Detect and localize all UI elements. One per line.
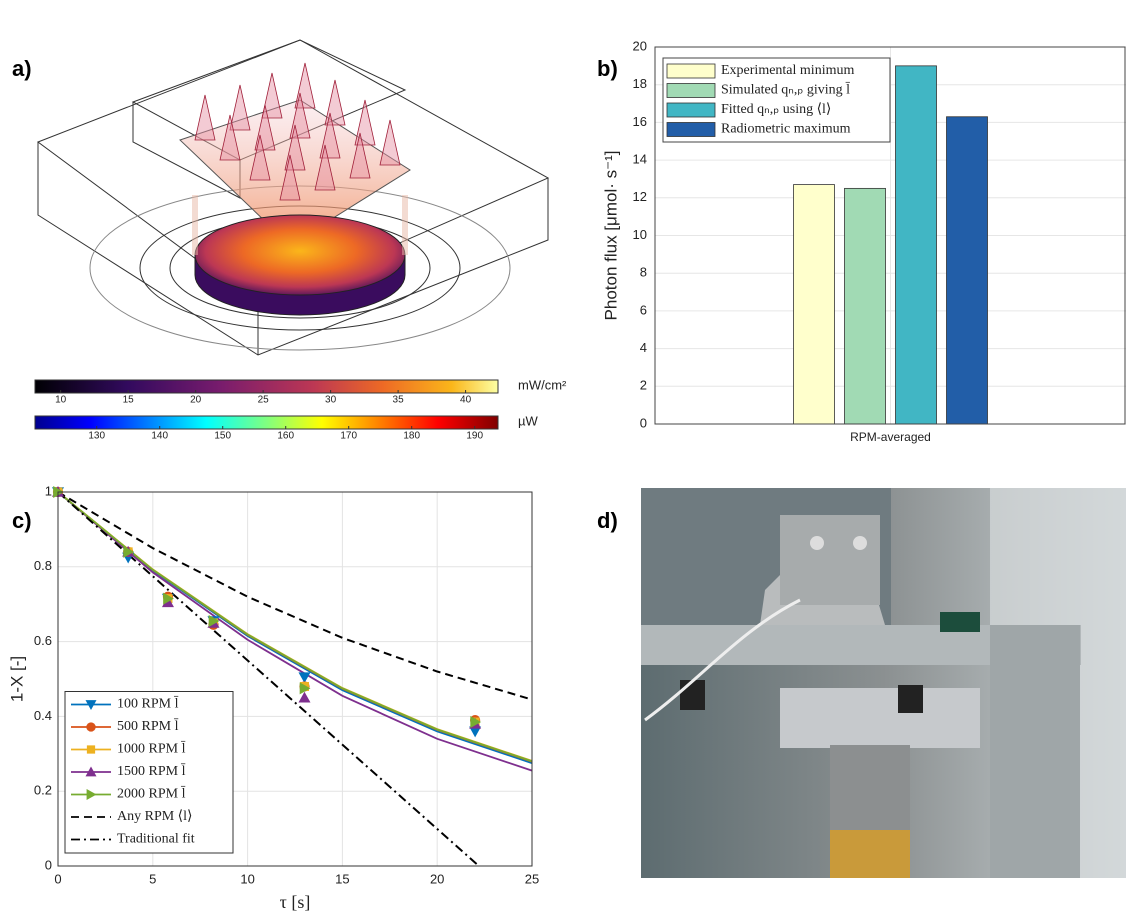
colorbar-tick-label: 140 <box>151 431 168 442</box>
colorbar-tick-label: 40 <box>460 395 472 406</box>
fit-curve <box>57 491 533 772</box>
legend-label: Experimental minimum <box>721 63 854 78</box>
y-tick-label: 8 <box>640 265 647 280</box>
data-point <box>298 691 311 703</box>
bar <box>844 187 886 425</box>
legend-label: 1000 RPM l̄ <box>117 741 186 757</box>
model-line <box>57 491 533 701</box>
y-tick-label: 2 <box>640 378 647 393</box>
colorbar-tick-label: 160 <box>277 431 294 442</box>
x-tick-label: 10 <box>240 871 254 886</box>
y-tick-label: 0.6 <box>34 633 52 648</box>
y-tick-label: 16 <box>633 114 647 129</box>
colorbar-unit: µW <box>518 413 538 428</box>
y-tick-label: 0.8 <box>34 558 52 573</box>
fit-curve <box>57 491 533 763</box>
y-tick-label: 0 <box>45 857 52 872</box>
x-tick-label: 5 <box>149 871 156 886</box>
plot-frame <box>654 46 1126 425</box>
panel-label: c) <box>12 508 32 533</box>
x-tick-label: 25 <box>525 871 539 886</box>
legend-swatch <box>666 102 716 118</box>
colorbar-inferno <box>34 379 499 394</box>
bar <box>895 65 937 425</box>
legend-label: 2000 RPM l̄ <box>117 786 186 802</box>
y-tick-label: 0.2 <box>34 783 52 798</box>
legend-label: Fitted qₙ,ₚ using ⟨l⟩ <box>721 102 831 117</box>
y-tick-label: 1 <box>45 483 52 498</box>
model-line <box>57 491 480 867</box>
y-tick-label: 12 <box>633 189 647 204</box>
legend-marker <box>85 766 97 777</box>
colorbar-tick-label: 15 <box>123 395 135 406</box>
data-point <box>208 615 220 628</box>
legend-marker <box>86 789 97 800</box>
panel-label: d) <box>597 508 618 533</box>
y-tick-label: 0.4 <box>34 708 52 723</box>
legend-swatch <box>666 63 716 79</box>
x-tick-label: 0 <box>54 871 61 886</box>
legend-label: Any RPM ⟨l⟩ <box>117 809 193 824</box>
data-point <box>299 682 311 695</box>
y-tick-label: 14 <box>633 152 647 167</box>
legend-label: Radiometric maximum <box>721 122 851 137</box>
colorbar-tick-label: 180 <box>403 431 420 442</box>
colorbar-tick-label: 150 <box>214 431 231 442</box>
setup-photo <box>641 488 1126 878</box>
colorbar-tick-label: 10 <box>55 395 67 406</box>
y-tick-label: 0 <box>640 415 647 430</box>
y-axis-label: Photon flux [μmol· s⁻¹] <box>601 151 620 321</box>
x-tick-label: RPM-averaged <box>850 430 931 444</box>
legend-label: 1500 RPM l̄ <box>117 763 186 779</box>
data-point <box>470 716 482 729</box>
legend-marker <box>86 745 96 754</box>
data-point <box>123 545 135 558</box>
data-point <box>298 672 311 684</box>
x-axis-label: τ [s] <box>280 892 311 912</box>
data-point <box>163 592 174 605</box>
y-axis-label: 1-X [-] <box>7 656 26 702</box>
y-tick-label: 20 <box>633 38 647 53</box>
colorbar-jet <box>34 415 499 430</box>
data-point <box>469 726 482 738</box>
bar <box>946 116 988 425</box>
y-tick-label: 10 <box>633 227 647 242</box>
x-tick-label: 20 <box>430 871 444 886</box>
legend-label: 100 RPM l̄ <box>117 696 179 712</box>
plot-frame <box>57 491 533 867</box>
colorbar-tick-label: 25 <box>258 395 270 406</box>
y-tick-label: 18 <box>633 76 647 91</box>
colorbar-tick-label: 20 <box>190 395 202 406</box>
panel-label: a) <box>12 56 32 81</box>
legend-marker <box>85 700 97 710</box>
legend-swatch <box>666 83 716 98</box>
y-tick-label: 4 <box>640 340 647 355</box>
legend-label: 500 RPM l̄ <box>117 718 179 734</box>
legend-swatch <box>666 122 716 137</box>
x-tick-label: 15 <box>335 871 349 886</box>
colorbar-tick-label: 170 <box>340 431 357 442</box>
legend-label: Simulated qₙ,ₚ giving l̄ <box>721 82 851 98</box>
bar <box>793 184 835 425</box>
colorbar-tick-label: 190 <box>466 431 483 442</box>
legend-marker <box>86 722 96 732</box>
colorbar-tick-label: 35 <box>393 395 405 406</box>
colorbar-tick-label: 30 <box>325 395 337 406</box>
reactor-render <box>36 39 550 356</box>
colorbar-unit: mW/cm² <box>518 377 567 392</box>
y-tick-label: 6 <box>640 302 647 317</box>
panel-label: b) <box>597 56 618 81</box>
panel-labels: a) b) c) d) <box>12 56 618 533</box>
colorbar-tick-label: 130 <box>88 431 105 442</box>
legend-label: Traditional fit <box>117 832 195 847</box>
